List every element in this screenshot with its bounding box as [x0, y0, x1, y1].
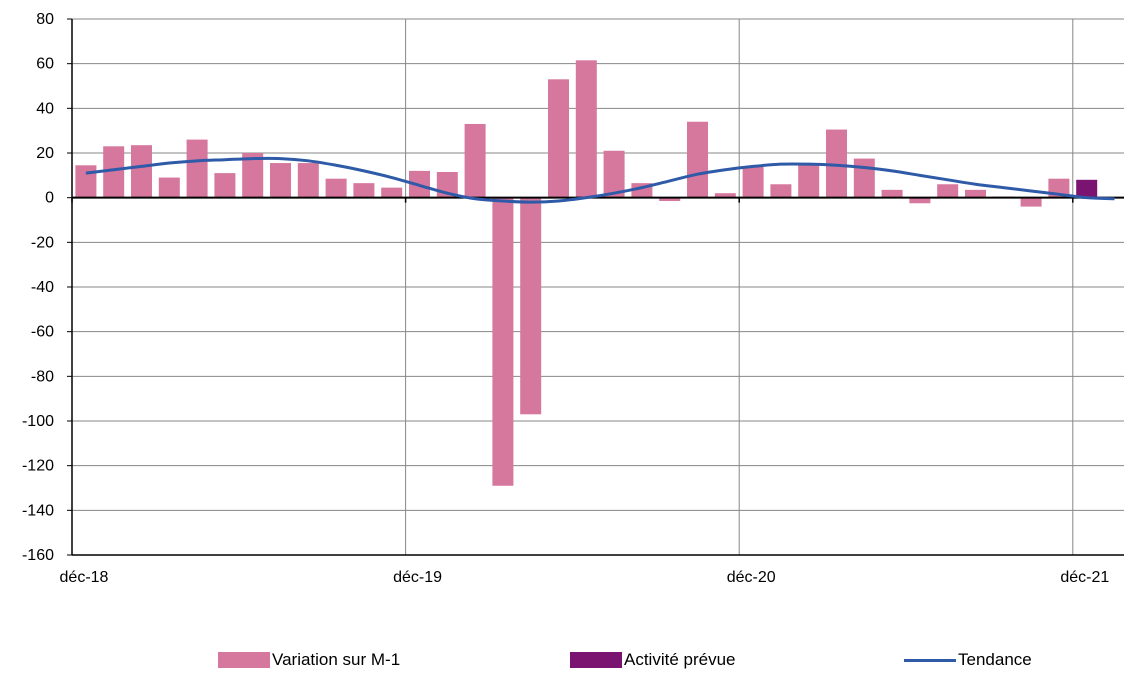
bar-variation [937, 184, 959, 198]
bar-variation [103, 146, 125, 198]
y-tick-label: -40 [31, 279, 54, 296]
legend-item-tendance: Tendance [904, 650, 1032, 670]
bar-variation [714, 193, 736, 198]
bar-variation [297, 163, 319, 198]
x-tick-label: déc-21 [1060, 569, 1109, 586]
bar-variation [798, 163, 820, 198]
bar-activite-prevue [1076, 179, 1098, 198]
bar-variation [158, 177, 180, 198]
bar-variation [826, 129, 847, 198]
y-tick-label: -80 [31, 368, 54, 385]
bar-variation [75, 165, 97, 198]
y-tick-label: -60 [31, 324, 54, 341]
bar-variation [770, 184, 792, 198]
bar-variation [353, 183, 375, 198]
bar-variation [548, 79, 569, 198]
y-tick-label: 60 [36, 56, 54, 73]
y-tick-label: 20 [36, 145, 54, 162]
y-tick-label: -120 [22, 458, 54, 475]
y-tick-label: 0 [45, 190, 54, 207]
axes [67, 18, 1124, 556]
legend: Variation sur M-1 Activité prévue Tendan… [0, 650, 1124, 674]
legend-swatch-activite [570, 652, 622, 668]
bar-variation [186, 139, 208, 198]
y-tick-label: -100 [22, 413, 54, 430]
legend-item-variation: Variation sur M-1 [218, 650, 400, 670]
bar-variation [881, 189, 903, 198]
bar-variation [659, 197, 681, 202]
y-tick-label: -160 [22, 547, 54, 564]
y-tick-label: -20 [31, 234, 54, 251]
bar-variation [464, 123, 486, 198]
bar-variation [492, 197, 514, 486]
trend-line [85, 156, 1115, 204]
tick-labels: 80 60 40 20 0 -20 -40 -60 -80 -100 -120 -140 -160 déc… [22, 11, 1109, 586]
bar-variation [853, 158, 875, 198]
grid-lines [71, 18, 1124, 556]
bar-variation [575, 60, 597, 198]
legend-label-variation: Variation sur M-1 [272, 650, 401, 669]
legend-swatch-variation [218, 652, 270, 668]
bar-variation [909, 197, 931, 204]
x-tick-label: déc-18 [60, 569, 109, 586]
bar-variation [965, 189, 986, 198]
bar-variation [242, 153, 264, 198]
bar-variation [603, 150, 625, 198]
bar-variation [214, 173, 236, 198]
bar-variation [742, 166, 764, 198]
trend-line-layer [85, 156, 1115, 204]
legend-item-activite: Activité prévue [570, 650, 736, 670]
y-tick-label: 80 [36, 11, 54, 28]
bar-variation [131, 145, 152, 198]
bar-variation [325, 178, 347, 198]
legend-swatch-tendance [904, 658, 956, 662]
bar-variation [687, 121, 708, 198]
y-tick-label: -140 [22, 502, 54, 519]
x-tick-label: déc-20 [727, 569, 776, 586]
legend-label-activite: Activité prévue [624, 650, 736, 669]
bar-variation [1020, 197, 1042, 207]
bar-variation [270, 163, 291, 198]
x-tick-label: déc-19 [393, 569, 442, 586]
y-tick-label: 40 [36, 100, 54, 117]
legend-label-tendance: Tendance [958, 650, 1032, 669]
bar-variation [381, 187, 403, 198]
bar-variation [520, 197, 542, 415]
bars [75, 60, 1098, 486]
